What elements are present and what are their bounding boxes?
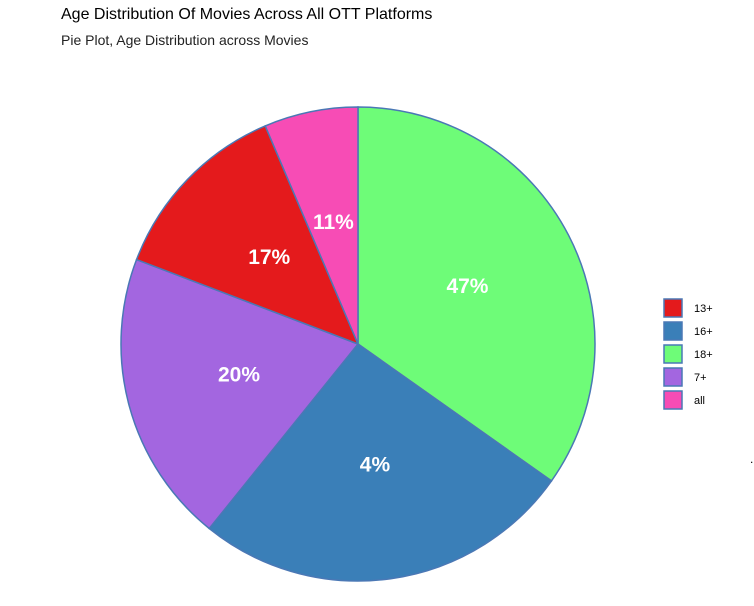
pie-slices: [120, 106, 596, 582]
legend-label-16+: 16+: [694, 326, 713, 338]
slice-label-7+: 20%: [218, 364, 260, 387]
slice-label-18+: 47%: [446, 275, 488, 298]
slice-label-all: 11%: [313, 211, 354, 234]
legend-swatch-18+: [663, 344, 683, 364]
legend-label-all: all: [694, 395, 705, 407]
legend-swatch-all: [663, 390, 683, 410]
chart-title: Age Distribution Of Movies Across All OT…: [61, 6, 433, 23]
slice-label-16+: 4%: [360, 454, 391, 477]
legend-label-7+: 7+: [694, 372, 707, 384]
slice-label-13+: 17%: [248, 246, 290, 269]
chart-subtitle: Pie Plot, Age Distribution across Movies: [61, 32, 309, 48]
pie-slice-13+: [135, 124, 360, 346]
legend-label-18+: 18+: [694, 349, 713, 361]
pie-slice-all: [264, 106, 359, 345]
pie-slice-7+: [120, 258, 360, 530]
pie-slice-16+: [208, 342, 553, 582]
pie-slice-18+: [357, 106, 596, 482]
stray-dot: .: [750, 452, 754, 466]
legend-label-13+: 13+: [694, 303, 713, 315]
pie-labels: 47% 4% 20% 17% 11%: [218, 211, 489, 477]
legend: 13+ 16+ 18+ 7+ all: [663, 298, 713, 410]
legend-swatch-13+: [663, 298, 683, 318]
legend-swatch-7+: [663, 367, 683, 387]
legend-swatch-16+: [663, 321, 683, 341]
